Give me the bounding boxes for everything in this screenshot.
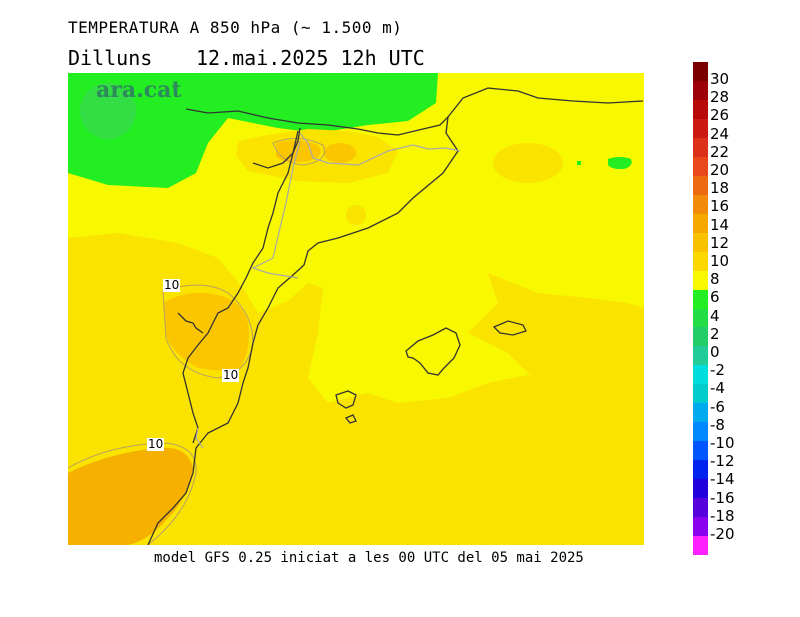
colorbar-segment xyxy=(693,384,708,404)
colorbar-segment xyxy=(693,422,708,442)
colorbar-segment xyxy=(693,232,708,253)
colorbar-segment xyxy=(693,460,708,480)
colorbar-tick-label: 30 xyxy=(710,70,730,88)
border-aragon-catalonia xyxy=(251,140,301,279)
colorbar-segment xyxy=(693,137,708,158)
colorbar-segment xyxy=(693,194,708,215)
colorbar-segment xyxy=(693,289,708,309)
warm-area-south-core xyxy=(68,447,193,545)
coastline-formentera xyxy=(344,414,357,424)
colorbar-segment xyxy=(693,365,708,385)
warm-area-balearic-south xyxy=(353,411,443,451)
warm-area-small-center xyxy=(346,205,366,225)
colorbar-segment xyxy=(693,479,708,499)
isotherm-label: 10 xyxy=(147,437,165,451)
colorbar-tick-label: 22 xyxy=(710,142,730,161)
warm-area-east xyxy=(468,273,644,383)
colorbar-segment xyxy=(693,346,708,366)
cold-area-darker-green xyxy=(80,83,136,139)
colorbar-tick-label: -14 xyxy=(710,470,735,489)
temperature-colorbar xyxy=(693,62,708,556)
colorbar-tick-label: -8 xyxy=(710,415,725,434)
isotherm-label: 10 xyxy=(222,368,240,382)
warm-area-pyrenees-core xyxy=(276,140,321,163)
cold-area-dot xyxy=(577,161,581,165)
colorbar-segment xyxy=(693,441,708,461)
coastline-france-north xyxy=(185,87,644,136)
border-valencia xyxy=(195,427,204,449)
colorbar-segment xyxy=(693,62,708,82)
coastline-ibiza xyxy=(335,390,357,409)
colorbar-tick-label: -16 xyxy=(710,488,735,507)
coastline-menorca xyxy=(492,320,527,336)
colorbar-tick-label: 8 xyxy=(710,270,720,289)
colorbar-tick-label: -6 xyxy=(710,397,725,416)
colorbar-tick-label: 0 xyxy=(710,343,720,361)
colorbar-segment xyxy=(693,251,708,272)
colorbar-tick-label: -4 xyxy=(710,379,725,398)
coastline-catalonia xyxy=(147,116,459,545)
colorbar-segment xyxy=(693,498,708,518)
colorbar-segment xyxy=(693,213,708,234)
warm-area-pyrenees-east xyxy=(324,143,356,163)
cold-area-green xyxy=(68,73,438,188)
isotherm-label: 10 xyxy=(163,278,181,292)
colorbar-tick-label: 28 xyxy=(710,88,730,107)
colorbar-tick-label: 16 xyxy=(710,197,730,216)
colorbar-tick-label: -2 xyxy=(710,361,725,380)
forecast-datetime: Dilluns 12.mai.2025 12h UTC xyxy=(68,46,425,70)
colorbar-tick-label: -18 xyxy=(710,506,735,525)
colorbar-tick-label: -12 xyxy=(710,452,735,471)
colorbar-segment xyxy=(693,517,708,537)
border-pyrenees xyxy=(252,127,301,169)
colorbar-segment xyxy=(693,270,708,291)
map-title: TEMPERATURA A 850 hPa (~ 1.500 m) xyxy=(68,18,403,37)
colorbar-segment xyxy=(693,118,708,139)
colorbar-segment xyxy=(693,156,708,177)
border-andorra-catalonia xyxy=(299,132,461,166)
coastline-coast-lower xyxy=(177,312,204,334)
ara-cat-logo: ara.cat xyxy=(96,77,182,103)
colorbar-segment xyxy=(693,403,708,423)
colorbar-segment xyxy=(693,99,708,120)
coastline-mallorca xyxy=(405,327,461,376)
forecast-day: Dilluns xyxy=(68,46,153,70)
forecast-date: 12.mai.2025 12h UTC xyxy=(196,46,425,70)
isotherm-10-south xyxy=(68,442,197,545)
colorbar-segment xyxy=(693,80,708,101)
warm-area-east-blob xyxy=(493,143,563,183)
coastlines xyxy=(147,87,644,545)
colorbar-tick-label: 10 xyxy=(710,252,730,270)
model-run-info: model GFS 0.25 iniciat a les 00 UTC del … xyxy=(154,550,584,566)
colorbar-tick-label: -20 xyxy=(710,525,735,543)
temperature-map xyxy=(68,73,644,545)
colorbar-tick-label: 26 xyxy=(710,106,730,125)
colorbar-segment xyxy=(693,308,708,328)
colorbar-tick-label: 12 xyxy=(710,233,730,252)
colorbar-tick-label: 20 xyxy=(710,161,730,179)
colorbar-tick-label: 24 xyxy=(710,124,730,143)
warm-area-ebro xyxy=(163,292,249,371)
regional-borders xyxy=(195,132,461,449)
colorbar-tick-label: -10 xyxy=(710,434,735,452)
colorbar-tick-label: 4 xyxy=(710,306,720,325)
colorbar-segment xyxy=(693,327,708,347)
colorbar-tick-label: 2 xyxy=(710,324,720,343)
colorbar-tick-label: 14 xyxy=(710,215,730,234)
colorbar-segment xyxy=(693,536,708,556)
colorbar-segment xyxy=(693,175,708,196)
colorbar-tick-label: 18 xyxy=(710,179,730,198)
border-inland xyxy=(182,130,299,444)
cold-area-small xyxy=(608,157,632,170)
colorbar-tick-label: 6 xyxy=(710,288,720,307)
